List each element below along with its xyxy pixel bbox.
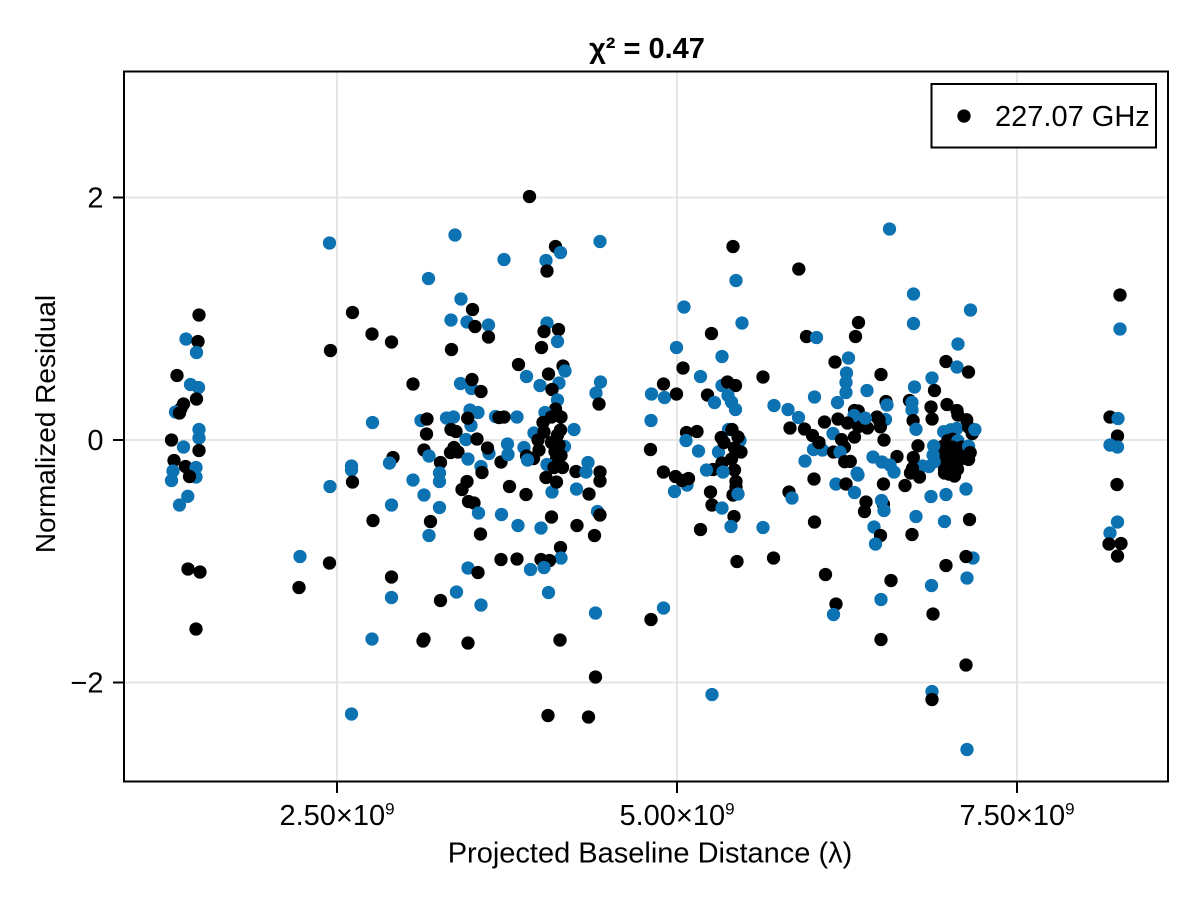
svg-text:χ² = 0.47: χ² = 0.47 <box>589 33 705 65</box>
svg-text:2: 2 <box>87 183 103 215</box>
svg-text:5.00×109: 5.00×109 <box>619 800 734 832</box>
svg-text:Projected Baseline Distance (λ: Projected Baseline Distance (λ) <box>448 838 853 870</box>
svg-text:−2: −2 <box>70 668 103 700</box>
svg-text:2.50×109: 2.50×109 <box>279 800 394 832</box>
svg-text:0: 0 <box>87 425 103 457</box>
svg-text:Normalized Residual: Normalized Residual <box>30 295 61 553</box>
svg-text:227.07 GHz: 227.07 GHz <box>995 101 1150 133</box>
svg-text:7.50×109: 7.50×109 <box>959 800 1074 832</box>
